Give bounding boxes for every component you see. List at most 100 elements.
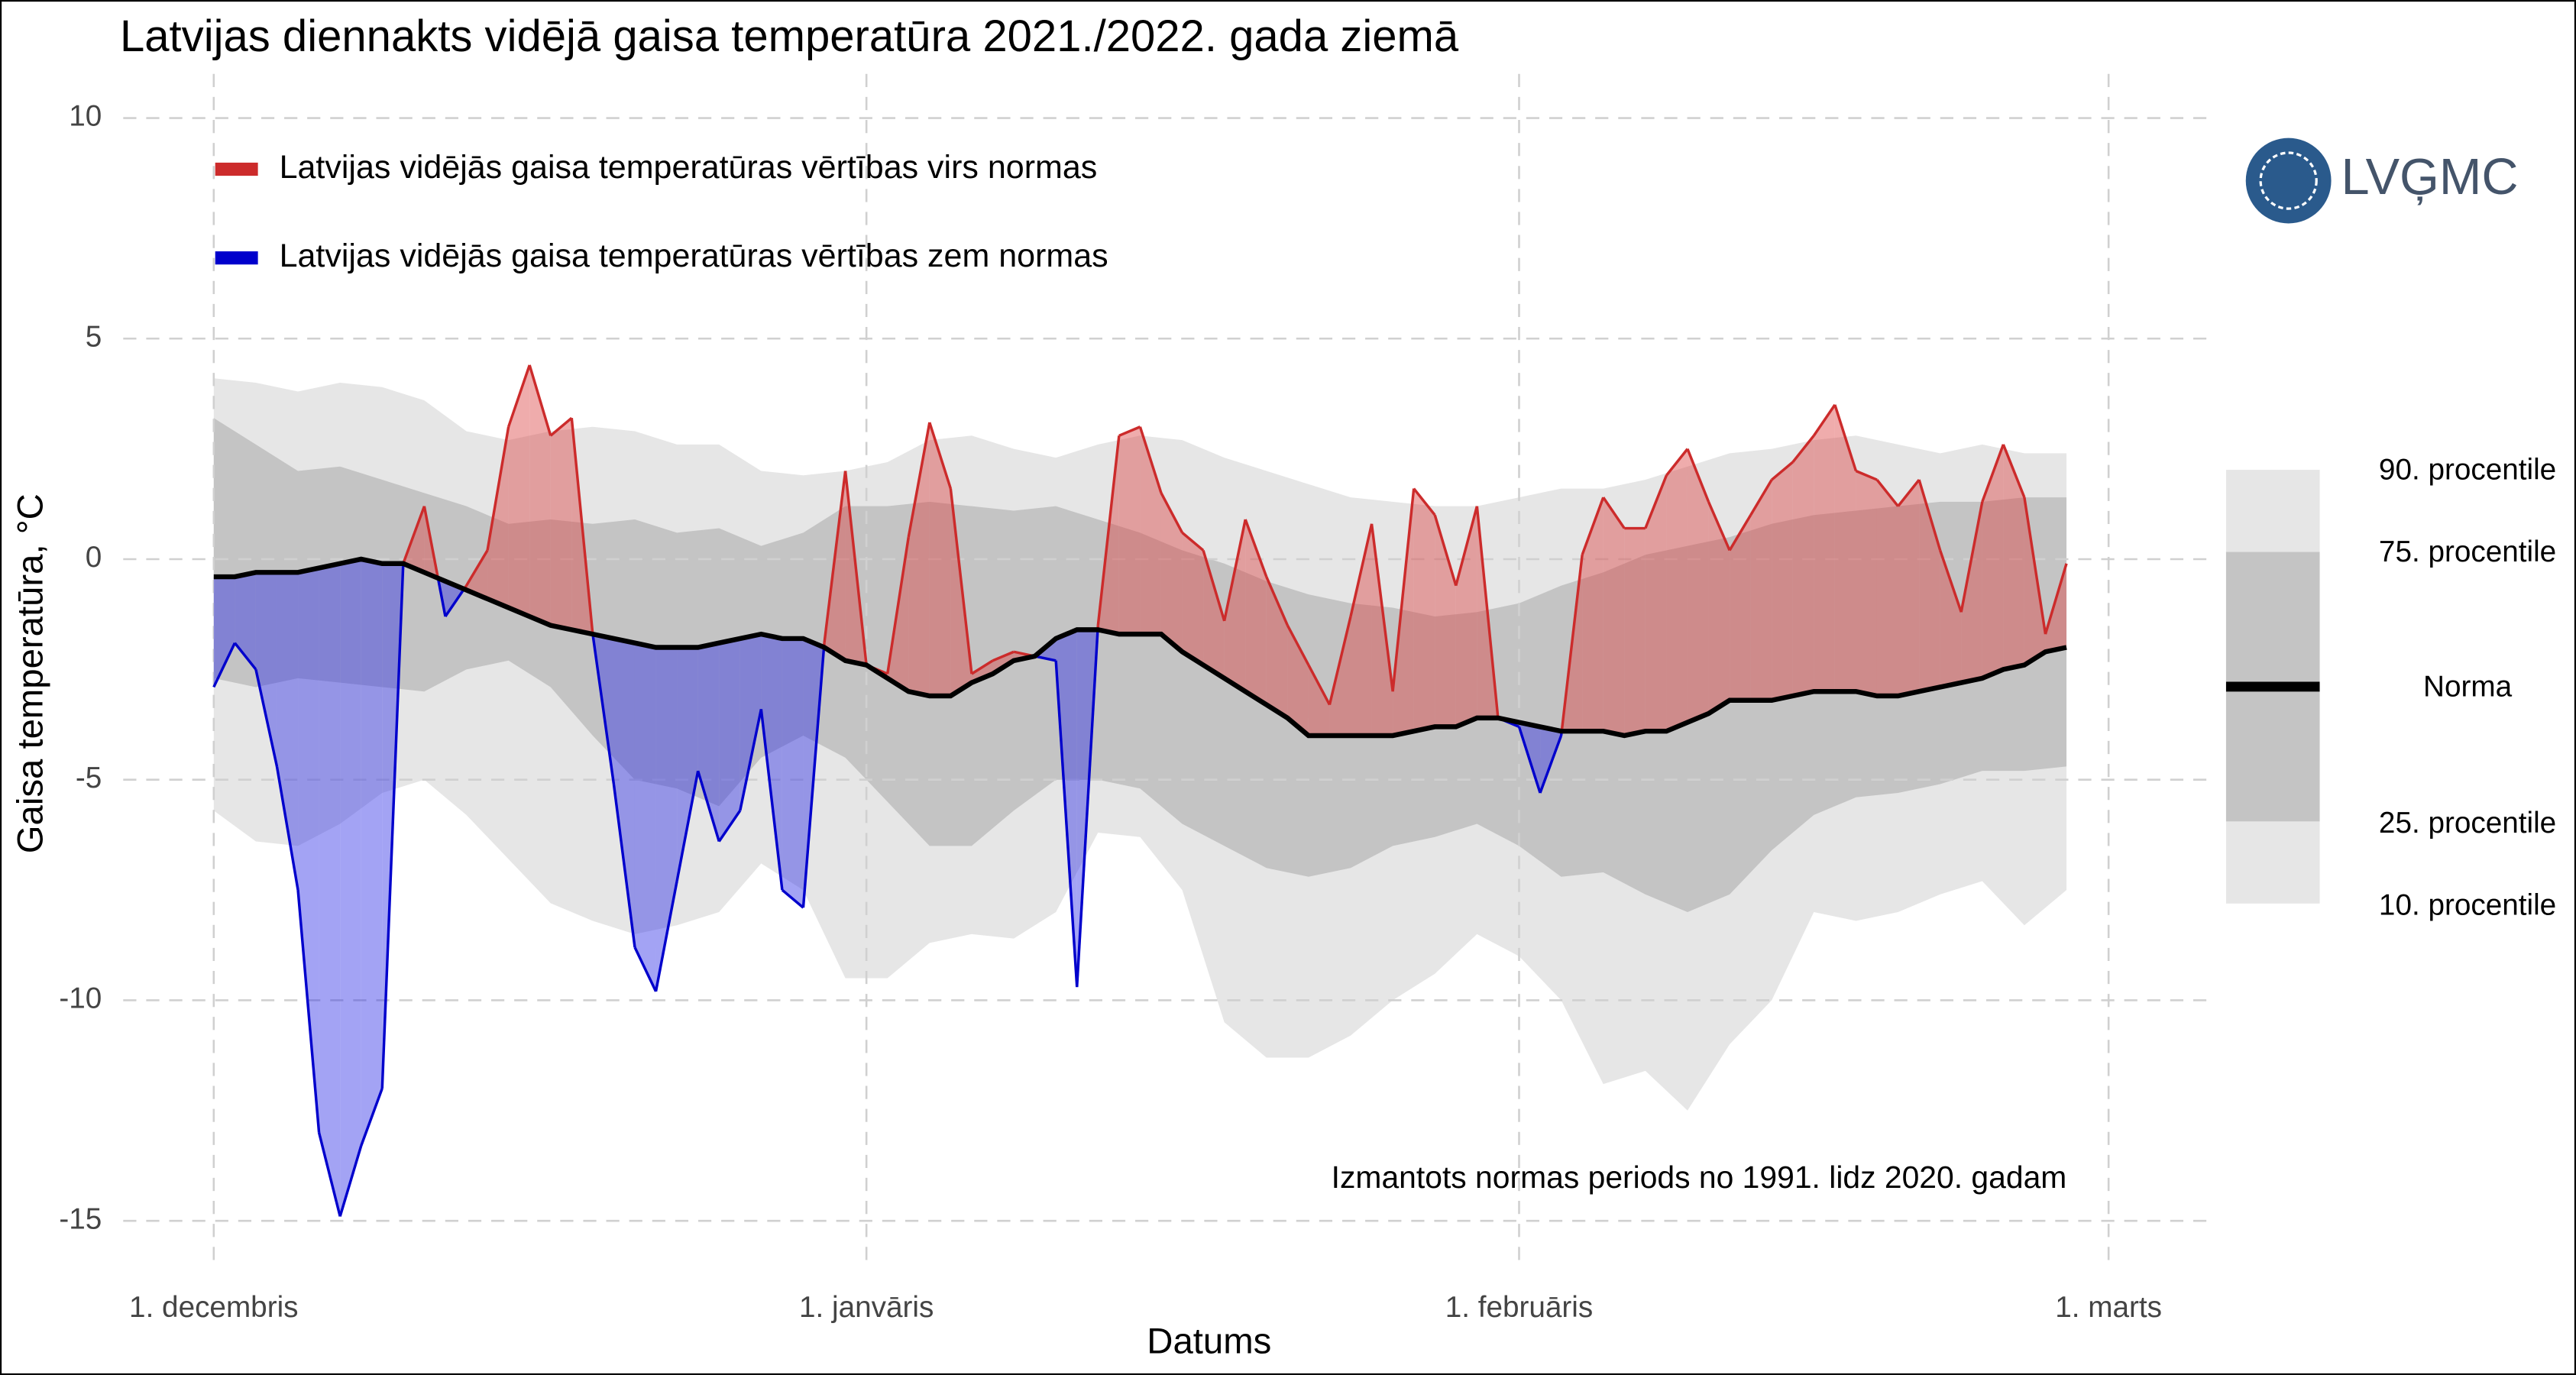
temperature-segment [1771,461,1794,481]
fill-above [487,426,509,608]
logo: LVĢMC [2245,138,2519,224]
fill-below [213,577,235,688]
temperature-segment [422,506,440,579]
fill-above [1876,480,1898,696]
fill-above [1224,519,1246,692]
temperature-segment [1917,479,1942,551]
temperature-segment [1349,523,1374,617]
fill-below [361,558,383,1146]
temperature-segment [739,708,763,811]
fill-above [1961,501,1982,683]
fill-below [697,642,720,842]
fill-above [1351,523,1372,736]
y-tick-label: 0 [86,541,102,574]
temperature-segment [1054,660,1079,988]
temperature-segment [971,659,994,675]
fill-below [319,563,341,1217]
temperature-segment [1855,469,1878,481]
temperature-segment [1433,514,1458,587]
fill-above [1856,471,1877,696]
temperature-segment [1581,497,1605,555]
fill-below [613,638,635,948]
temperature-segment [675,770,700,882]
temperature-segment [1791,435,1815,464]
fill-above [571,418,593,635]
temperature-segment [591,633,616,785]
temperature-segment [444,588,465,618]
temperature-segment [612,784,636,948]
fill-above [1413,488,1435,732]
temperature-segment [296,889,321,1133]
logo-icon [2245,138,2332,224]
temperature-segment [1517,726,1542,794]
fill-above [1687,448,1709,723]
temperature-segment [1118,425,1141,437]
temperature-segment [1076,629,1099,988]
fill-above [1287,625,1309,736]
fill-above [550,418,572,630]
fill-above [1603,497,1625,736]
temperature-segment [654,881,678,992]
fill-below [255,572,277,767]
temperature-segment [2044,563,2068,635]
temperature-segment [436,578,447,617]
temperature-segment [1560,555,1584,732]
temperature-segment [1265,576,1289,626]
temperature-segment [633,946,658,992]
temperature-segment [275,766,299,891]
temperature-segment [1034,655,1057,662]
temperature-segment [528,364,552,436]
fill-above [1898,480,1920,696]
x-axis-label: Datums [1147,1322,1271,1362]
temperature-segment [907,422,931,538]
temperature-segment [1539,735,1563,794]
temperature-segment [823,471,847,643]
temperature-segment [486,426,510,551]
fill-above [1624,528,1646,736]
temperature-segment [1875,478,1899,507]
legend-swatch [215,162,258,176]
temperature-segment [506,364,531,428]
fill-below [761,634,782,891]
temperature-segment [549,416,573,437]
fill-above [971,660,993,683]
temperature-segment [1307,664,1331,706]
legend-label: Latvijas vidējās gaisa temperatūras vērt… [280,238,1108,274]
temperature-segment [1202,549,1226,622]
fill-above [1750,480,1772,700]
temperature-segment [992,650,1015,662]
fill-below [235,572,256,670]
temperature-segment [885,536,910,675]
temperature-segment [212,642,236,688]
fill-above [1792,435,1814,696]
plot-background [213,378,2067,1111]
temperature-segment [1096,435,1121,626]
temperature-segment [1981,444,2005,503]
fill-below [277,572,299,891]
fill-below [782,638,804,908]
temperature-segment [570,418,594,635]
temperature-segment [928,422,953,490]
temperature-segment [801,647,826,908]
temperature-segment [1328,616,1352,705]
temperature-segment [2023,497,2047,635]
temperature-segment [1602,497,1626,529]
temperature-segment [1370,523,1394,692]
temperature-segment [317,1132,341,1217]
fill-above [1266,577,1288,718]
band-25-75 [213,418,2067,912]
fill-above [1435,515,1456,727]
temperature-segment [1455,506,1479,587]
legend-swatch [215,251,258,265]
temperature-segment [1160,492,1184,534]
logo-text: LVĢMC [2341,149,2518,205]
temperature-segment [234,642,257,671]
temperature-segment [1812,403,1837,437]
temperature-segment [697,770,720,843]
temperature-segment [1707,501,1731,552]
fill-above [1834,404,1856,692]
temperature-segment [1897,478,1921,507]
fill-above [1308,665,1330,736]
fill-above [1982,444,2004,678]
temperature-segment [380,563,405,1089]
